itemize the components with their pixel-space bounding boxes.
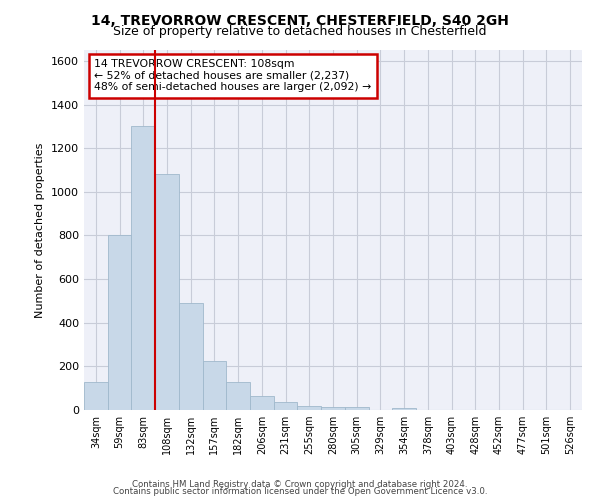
Text: Contains HM Land Registry data © Crown copyright and database right 2024.: Contains HM Land Registry data © Crown c… <box>132 480 468 489</box>
Bar <box>203 361 226 410</box>
Bar <box>226 382 250 410</box>
Text: Size of property relative to detached houses in Chesterfield: Size of property relative to detached ho… <box>113 25 487 38</box>
Bar <box>298 406 321 410</box>
Bar <box>179 303 203 410</box>
Bar <box>250 396 274 410</box>
Text: 14 TREVORROW CRESCENT: 108sqm
← 52% of detached houses are smaller (2,237)
48% o: 14 TREVORROW CRESCENT: 108sqm ← 52% of d… <box>94 59 371 92</box>
Y-axis label: Number of detached properties: Number of detached properties <box>35 142 46 318</box>
Bar <box>321 406 345 410</box>
Text: Contains public sector information licensed under the Open Government Licence v3: Contains public sector information licen… <box>113 488 487 496</box>
Bar <box>108 236 131 410</box>
Bar <box>131 126 155 410</box>
Text: 14, TREVORROW CRESCENT, CHESTERFIELD, S40 2GH: 14, TREVORROW CRESCENT, CHESTERFIELD, S4… <box>91 14 509 28</box>
Bar <box>84 382 108 410</box>
Bar <box>274 402 298 410</box>
Bar <box>345 408 368 410</box>
Bar <box>392 408 416 410</box>
Bar <box>155 174 179 410</box>
